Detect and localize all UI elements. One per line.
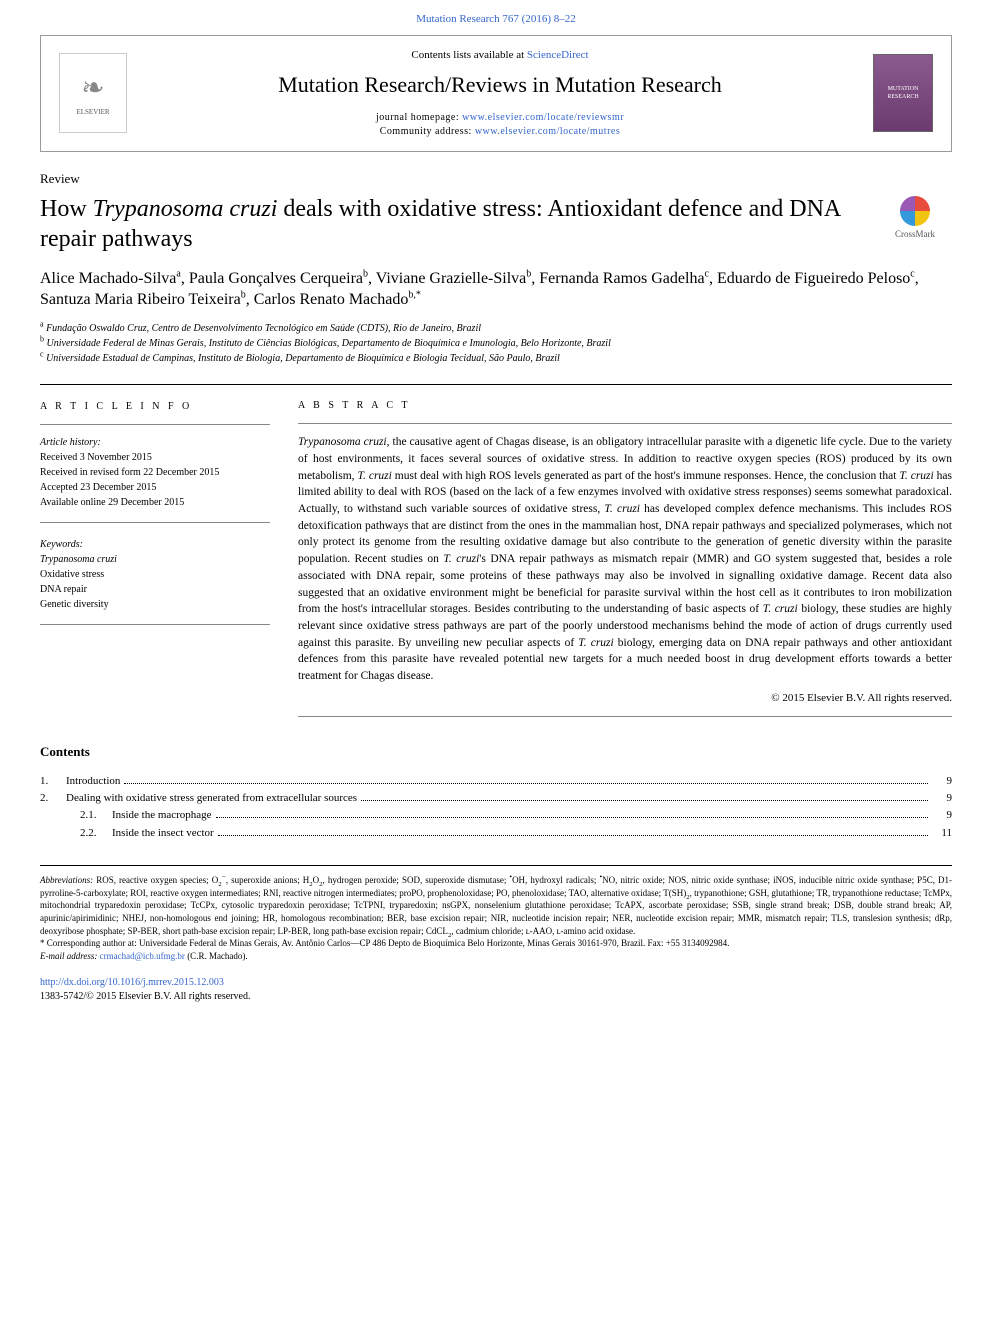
- toc-dots: [218, 835, 928, 836]
- history-label: Article history:: [40, 435, 270, 450]
- contents-heading: Contents: [40, 743, 952, 761]
- elsevier-label: ELSEVIER: [76, 108, 109, 118]
- toc-dots: [124, 783, 928, 784]
- journal-ref-top: Mutation Research 767 (2016) 8–22: [0, 0, 992, 35]
- title-pre: How: [40, 196, 93, 222]
- toc-item: 2.Dealing with oxidative stress generate…: [40, 791, 952, 806]
- toc-num: 2.2.: [80, 826, 112, 841]
- separator: [40, 384, 952, 385]
- elsevier-logo: ❧ ELSEVIER: [59, 53, 127, 133]
- affiliation: b Universidade Federal de Minas Gerais, …: [40, 336, 952, 351]
- abstract-column: A B S T R A C T Trypanosoma cruzi, the c…: [298, 399, 952, 718]
- toc-dots: [361, 800, 928, 801]
- crossmark-label: CrossMark: [895, 228, 935, 241]
- journal-ref-link[interactable]: Mutation Research 767 (2016) 8–22: [416, 13, 575, 25]
- toc-num: 1.: [40, 774, 66, 789]
- footnotes: Abbreviations: ROS, reactive oxygen spec…: [40, 865, 952, 962]
- toc-num: 2.1.: [80, 808, 112, 823]
- info-heading: A R T I C L E I N F O: [40, 399, 270, 414]
- abbrev-label: Abbreviations:: [40, 875, 93, 885]
- received-date: Received 3 November 2015: [40, 450, 270, 465]
- article-type: Review: [40, 170, 952, 188]
- keywords-label: Keywords:: [40, 537, 270, 552]
- toc-subitem: 2.1.Inside the macrophage 9: [40, 808, 952, 823]
- revised-date: Received in revised form 22 December 201…: [40, 465, 270, 480]
- contents-section: Contents 1.Introduction92.Dealing with o…: [40, 743, 952, 841]
- sciencedirect-link[interactable]: ScienceDirect: [527, 49, 589, 61]
- article-title: How Trypanosoma cruzi deals with oxidati…: [40, 194, 858, 254]
- email-label: E-mail address:: [40, 951, 100, 961]
- community-link[interactable]: www.elsevier.com/locate/mutres: [475, 126, 620, 137]
- keyword: Oxidative stress: [40, 567, 270, 582]
- corresponding: * Corresponding author at: Universidade …: [40, 937, 952, 950]
- contents-available: Contents lists available at ScienceDirec…: [145, 48, 855, 63]
- crossmark-icon: [900, 196, 930, 226]
- doi-link[interactable]: http://dx.doi.org/10.1016/j.mrrev.2015.1…: [40, 977, 224, 988]
- journal-cover-thumb: MUTATIONRESEARCH: [873, 54, 933, 132]
- email-link[interactable]: crmachad@icb.ufmg.br: [100, 951, 185, 961]
- abstract-body: Trypanosoma cruzi, the causative agent o…: [298, 434, 952, 684]
- contents-prefix: Contents lists available at: [411, 49, 526, 61]
- email-suffix: (C.R. Machado).: [185, 951, 248, 961]
- affiliations: a Fundação Oswaldo Cruz, Centro de Desen…: [40, 321, 952, 366]
- online-date: Available online 29 December 2015: [40, 495, 270, 510]
- crossmark-badge[interactable]: CrossMark: [878, 194, 952, 244]
- affiliation: c Universidade Estadual de Campinas, Ins…: [40, 351, 952, 366]
- article-history: Article history: Received 3 November 201…: [40, 424, 270, 523]
- authors: Alice Machado-Silvaa, Paula Gonçalves Ce…: [40, 268, 952, 311]
- toc-label: Inside the insect vector: [112, 826, 214, 841]
- toc-dots: [216, 817, 928, 818]
- keyword: Genetic diversity: [40, 597, 270, 612]
- toc-item: 1.Introduction 9: [40, 774, 952, 789]
- toc-page: 9: [932, 808, 952, 823]
- toc-label: Dealing with oxidative stress generated …: [66, 791, 357, 806]
- keyword: DNA repair: [40, 582, 270, 597]
- abbrev-text: ROS, reactive oxygen species; O2−, super…: [40, 875, 952, 935]
- toc-num: 2.: [40, 791, 66, 806]
- abstract-copyright: © 2015 Elsevier B.V. All rights reserved…: [298, 691, 952, 707]
- toc-page: 9: [932, 791, 952, 806]
- issn-line: 1383-5742/© 2015 Elsevier B.V. All right…: [40, 990, 952, 1004]
- toc-page: 9: [932, 774, 952, 789]
- keyword: Trypanosoma cruzi: [40, 552, 270, 567]
- footer-ids: http://dx.doi.org/10.1016/j.mrrev.2015.1…: [40, 976, 952, 1004]
- affiliation: a Fundação Oswaldo Cruz, Centro de Desen…: [40, 321, 952, 336]
- homepage-line: journal homepage: www.elsevier.com/locat…: [145, 111, 855, 139]
- email-line: E-mail address: crmachad@icb.ufmg.br (C.…: [40, 950, 952, 963]
- corresp-text: Corresponding author at: Universidade Fe…: [45, 938, 730, 948]
- homepage-prefix: journal homepage:: [376, 112, 462, 123]
- toc-subitem: 2.2.Inside the insect vector 11: [40, 826, 952, 841]
- abbreviations: Abbreviations: ROS, reactive oxygen spec…: [40, 874, 952, 937]
- tree-icon: ❧: [81, 69, 104, 108]
- keywords-block: Keywords: Trypanosoma cruziOxidative str…: [40, 537, 270, 625]
- toc-label: Introduction: [66, 774, 120, 789]
- homepage-link[interactable]: www.elsevier.com/locate/reviewsmr: [462, 112, 624, 123]
- abstract-heading: A B S T R A C T: [298, 399, 952, 414]
- community-prefix: Community address:: [380, 126, 475, 137]
- title-species: Trypanosoma cruzi: [93, 196, 278, 222]
- toc-label: Inside the macrophage: [112, 808, 212, 823]
- article-info-column: A R T I C L E I N F O Article history: R…: [40, 399, 270, 718]
- header-center: Contents lists available at ScienceDirec…: [145, 48, 855, 138]
- accepted-date: Accepted 23 December 2015: [40, 480, 270, 495]
- journal-header: ❧ ELSEVIER Contents lists available at S…: [40, 35, 952, 151]
- toc-page: 11: [932, 826, 952, 841]
- journal-title: Mutation Research/Reviews in Mutation Re…: [145, 70, 855, 101]
